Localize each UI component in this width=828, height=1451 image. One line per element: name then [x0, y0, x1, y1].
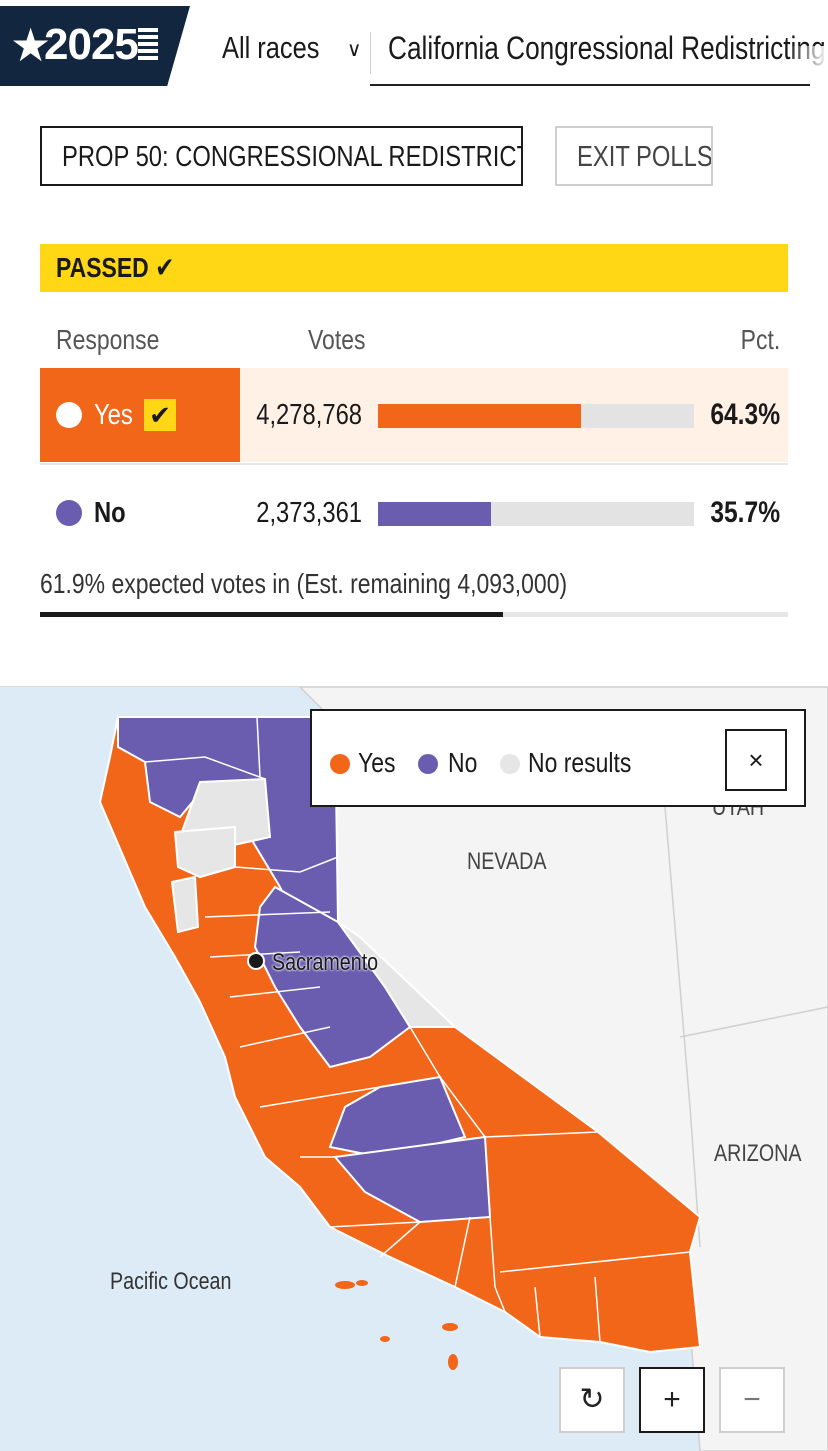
county-no-results[interactable]: [170, 875, 200, 934]
expected-votes-text: 61.9% expected votes in (Est. remaining …: [40, 562, 683, 606]
check-icon: ✔: [155, 252, 175, 283]
race-selector[interactable]: California Congressional Redistricting: [388, 26, 828, 70]
vote-pct-text: 35.7%: [710, 496, 780, 529]
reset-map-button[interactable]: ↻: [559, 1367, 625, 1433]
response-cell: No: [40, 466, 240, 560]
vote-bar-fill: [378, 404, 582, 428]
state-border: [659, 746, 701, 1248]
tab-exit-polls[interactable]: EXIT POLLS: [555, 126, 713, 186]
no-dot-icon: [418, 754, 438, 774]
passed-label: PASSED ✔: [56, 244, 174, 292]
zoom-in-button[interactable]: +: [639, 1367, 705, 1433]
winner-check-icon: ✔: [144, 399, 176, 431]
response-label: No: [94, 466, 133, 560]
minus-icon: −: [743, 1383, 761, 1416]
response-cell: Yes ✔: [40, 368, 240, 462]
legend-label: No: [448, 711, 484, 815]
vote-count-text: 2,373,361: [256, 497, 362, 529]
nevada-label: NEVADA: [467, 847, 564, 877]
vote-pct: 64.3%: [695, 368, 780, 462]
yes-dot-icon: [330, 754, 350, 774]
expected-votes-progress-fill: [40, 612, 503, 617]
header-votes-text: Votes: [308, 324, 366, 355]
response-label: Yes: [94, 368, 141, 462]
vote-pct-text: 64.3%: [710, 398, 780, 431]
fade-overlay: [788, 46, 828, 70]
map-canvas[interactable]: [0, 687, 828, 1451]
header-response: Response: [56, 318, 182, 362]
vote-count: 4,278,768: [233, 368, 362, 462]
race-title: California Congressional Redistricting: [388, 30, 826, 66]
county-borders: [144, 716, 691, 1343]
no-dot-icon: [56, 500, 82, 526]
state-border: [679, 1006, 828, 1038]
top-bar: ★ 2025 All races ∨ California Congression…: [0, 0, 828, 90]
zoom-out-button[interactable]: −: [719, 1367, 785, 1433]
yes-dot-icon: [56, 402, 82, 428]
response-text: No: [94, 497, 126, 529]
vote-bar: [378, 404, 694, 428]
close-icon: ×: [748, 745, 764, 775]
pacific-ocean-label-text: Pacific Ocean: [110, 1268, 232, 1295]
race-selector-underline: [370, 84, 810, 86]
chevron-down-icon: ∨: [346, 38, 362, 61]
map-legend: Yes No No results ×: [310, 709, 806, 807]
expected-votes-progress: [40, 612, 788, 617]
county-no-results[interactable]: [337, 921, 458, 1028]
legend-label: No results: [528, 711, 654, 815]
results-map[interactable]: UTAH NEVADA ARIZONA Sacramento Pacific O…: [0, 686, 828, 1451]
header-response-text: Response: [56, 324, 160, 355]
vote-bar: [378, 502, 694, 526]
tab-exit-polls-label: EXIT POLLS: [577, 141, 713, 173]
all-races-label: All races: [222, 30, 320, 65]
legend-label: Yes: [358, 711, 404, 815]
divider: [370, 32, 371, 74]
vote-bar-fill: [378, 502, 491, 526]
tab-prop-50[interactable]: PROP 50: CONGRESSIONAL REDISTRICTING: [40, 126, 523, 186]
sacramento-marker-icon[interactable]: [247, 952, 265, 970]
close-legend-button[interactable]: ×: [725, 729, 787, 791]
vote-count-text: 4,278,768: [256, 399, 362, 431]
pacific-ocean-label: Pacific Ocean: [110, 1267, 258, 1297]
nevada-label-text: NEVADA: [467, 848, 547, 875]
vote-count: 2,373,361: [233, 466, 362, 560]
header-votes: Votes: [308, 318, 378, 362]
flag-stripes-icon: [138, 28, 158, 63]
row-divider: [40, 463, 788, 465]
plus-icon: +: [663, 1383, 681, 1416]
result-row-no: No 2,373,361 35.7%: [40, 466, 788, 560]
election-2025-logo[interactable]: ★ 2025: [0, 6, 190, 86]
response-text: Yes: [94, 399, 133, 431]
header-pct-text: Pct.: [740, 324, 780, 355]
vote-pct: 35.7%: [695, 466, 780, 560]
sacramento-label: Sacramento: [272, 948, 401, 978]
header-pct: Pct.: [732, 318, 780, 362]
channel-islands: [335, 1280, 458, 1370]
county-no-results[interactable]: [173, 825, 236, 879]
legend-label-text: No results: [528, 747, 632, 778]
passed-text: PASSED: [56, 252, 149, 283]
result-row-yes: Yes ✔ 4,278,768 64.3%: [40, 368, 788, 462]
arizona-label: ARIZONA: [714, 1139, 821, 1169]
expected-votes-label: 61.9% expected votes in (Est. remaining …: [40, 568, 568, 599]
legend-label-text: Yes: [358, 747, 396, 778]
tab-prop-50-label: PROP 50: CONGRESSIONAL REDISTRICTING: [62, 141, 523, 173]
refresh-icon: ↻: [579, 1383, 605, 1416]
passed-banner: PASSED ✔: [40, 244, 788, 292]
logo-year: 2025: [44, 20, 139, 69]
all-races-dropdown[interactable]: All races ∨: [222, 26, 362, 70]
legend-label-text: No: [448, 747, 478, 778]
sacramento-label-text: Sacramento: [272, 949, 379, 976]
star-icon: ★: [10, 19, 52, 71]
no-results-dot-icon: [500, 754, 520, 774]
arizona-label-text: ARIZONA: [714, 1140, 802, 1167]
